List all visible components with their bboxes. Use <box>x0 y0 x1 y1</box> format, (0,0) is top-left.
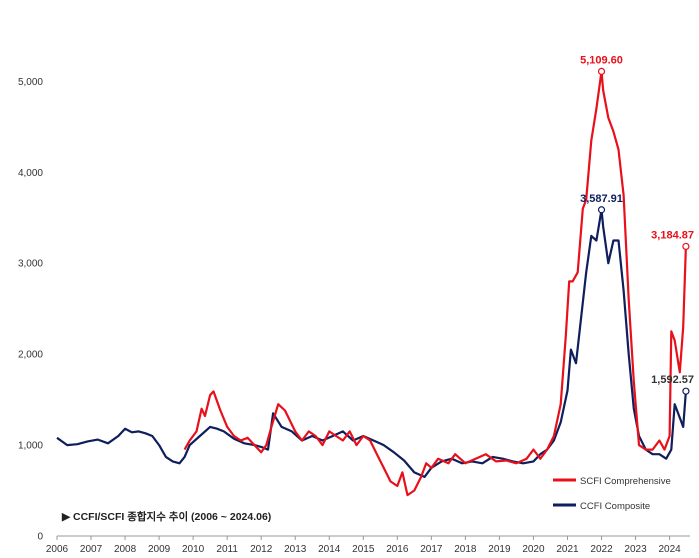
x-tick-label: 2020 <box>522 544 545 555</box>
x-tick-label: 2009 <box>148 544 171 555</box>
chart-note: ▶ CCFI/SCFI 종합지수 추이 (2006 ~ 2024.06) <box>61 510 271 523</box>
x-tick-label: 2022 <box>590 544 613 555</box>
scfi-series-line <box>183 70 687 497</box>
x-tick-label: 2015 <box>352 544 375 555</box>
data-label: 3,184.87 <box>651 229 694 241</box>
x-tick-label: 2023 <box>624 544 647 555</box>
y-axis-ticks: 0 1,000 2,000 3,000 4,000 5,000 <box>18 77 43 543</box>
y-tick-label: 5,000 <box>18 77 43 88</box>
data-label-marker <box>597 67 606 76</box>
x-tick-label: 2011 <box>216 544 238 555</box>
ccfi-series-line <box>56 208 687 478</box>
x-tick-label: 2010 <box>182 544 205 555</box>
x-tick-label: 2013 <box>284 544 307 555</box>
legend-label-ccfi: CCFI Composite <box>580 501 650 512</box>
y-tick-label: 4,000 <box>18 168 43 179</box>
annotation-layer: 5,109.60 3,184.87 3,587.91 1,592.57 <box>580 54 694 395</box>
data-label-marker <box>682 242 690 251</box>
data-label-marker <box>682 387 690 395</box>
data-label: 3,587.91 <box>580 193 623 205</box>
data-label-marker <box>597 206 606 214</box>
x-tick-label: 2008 <box>114 544 137 555</box>
x-tick-label: 2019 <box>488 544 511 555</box>
legend: SCFI Comprehensive CCFI Composite <box>553 476 671 512</box>
x-tick-label: 2007 <box>80 544 103 555</box>
legend-label-scfi: SCFI Comprehensive <box>580 476 671 487</box>
data-label: 1,592.57 <box>651 374 694 386</box>
y-tick-label: 2,000 <box>18 350 43 361</box>
x-tick-label: 2012 <box>250 544 273 555</box>
data-label: 5,109.60 <box>580 54 623 66</box>
y-tick-label: 3,000 <box>18 259 43 270</box>
series-layer <box>56 70 687 497</box>
y-tick-label: 1,000 <box>18 441 43 452</box>
x-tick-label: 2021 <box>556 544 579 555</box>
x-axis-ticks: 2006 2007 2008 2009 2010 2011 2012 2013 2014 2015… <box>46 536 681 555</box>
x-tick-label: 2016 <box>386 544 409 555</box>
y-tick-label: 0 <box>37 532 43 543</box>
x-tick-label: 2024 <box>658 544 681 555</box>
x-tick-label: 2017 <box>420 544 443 555</box>
x-tick-label: 2006 <box>46 544 69 555</box>
x-tick-label: 2018 <box>454 544 477 555</box>
x-tick-label: 2014 <box>318 544 341 555</box>
